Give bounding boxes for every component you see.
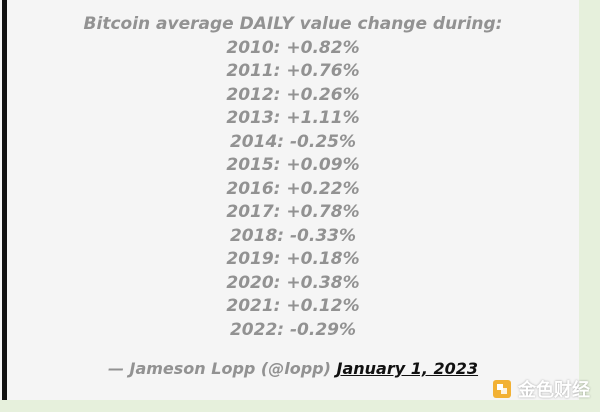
author-name: — Jameson Lopp (@lopp) <box>107 359 331 378</box>
jinse-watermark: 金色财经 <box>492 376 590 402</box>
tweet-embed-card: Bitcoin average DAILY value change durin… <box>0 0 579 400</box>
year-2011-line: 2011: +0.76% <box>226 61 360 81</box>
watermark-text: 金色财经 <box>518 380 590 401</box>
year-2010-line: 2010: +0.82% <box>226 37 360 58</box>
jinse-logo-icon <box>492 379 512 399</box>
year-2018-line: 2018: -0.33% <box>229 225 357 246</box>
year-2015-line: 2015: +0.09% <box>226 155 360 175</box>
year-2022-line: 2022: -0.29% <box>229 319 357 340</box>
quote-header: Bitcoin average DAILY value change durin… <box>83 14 503 34</box>
year-2021-line: 2021: +0.12% <box>226 296 360 316</box>
year-2019-line: 2019: +0.18% <box>226 249 360 269</box>
year-2017-line: 2017: +0.78% <box>226 202 360 222</box>
year-2016-line: 2016: +0.22% <box>226 178 360 199</box>
year-2020-line: 2020: +0.38% <box>226 272 360 293</box>
tweet-date-link[interactable]: January 1, 2023 <box>336 359 479 378</box>
tweet-quote-text: Bitcoin average DAILY value change durin… <box>10 13 576 342</box>
year-2012-line: 2012: +0.26% <box>226 84 360 105</box>
tweet-attribution: — Jameson Lopp (@lopp) January 1, 2023 <box>10 359 576 378</box>
year-2014-line: 2014: -0.25% <box>229 131 357 152</box>
year-2013-line: 2013: +1.11% <box>226 108 360 128</box>
